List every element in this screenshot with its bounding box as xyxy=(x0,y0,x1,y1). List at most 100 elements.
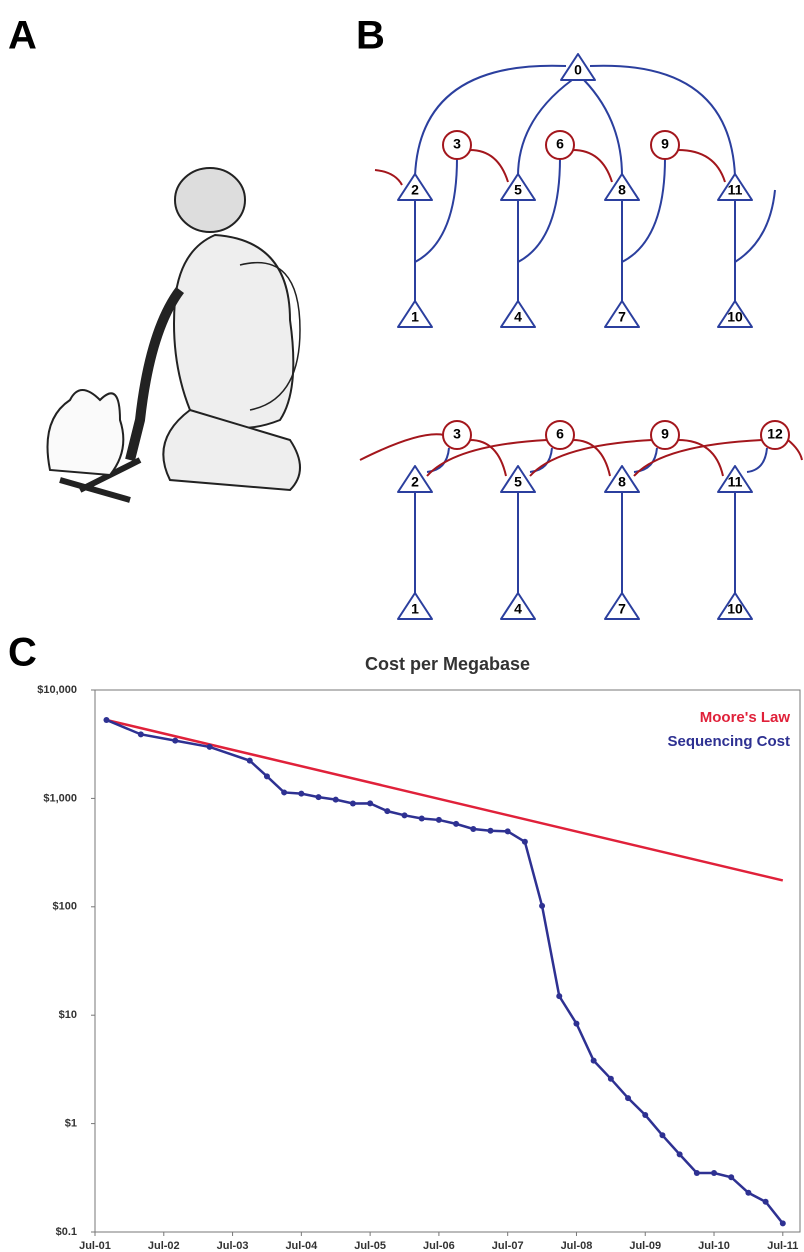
data-point xyxy=(505,828,511,834)
legend-entry: Sequencing Cost xyxy=(667,733,790,750)
panel-label: A xyxy=(8,14,37,58)
edge xyxy=(678,440,723,476)
x-tick-label: Jul-09 xyxy=(629,1240,661,1252)
x-tick-label: Jul-03 xyxy=(217,1240,249,1252)
y-tick-label: $100 xyxy=(53,901,77,913)
node-label: 5 xyxy=(514,182,522,198)
edge xyxy=(518,158,560,262)
data-point xyxy=(316,794,322,800)
node-label: 9 xyxy=(661,136,669,152)
edge xyxy=(518,80,572,176)
x-tick-label: Jul-04 xyxy=(285,1240,318,1252)
data-point xyxy=(711,1170,717,1176)
node-label: 10 xyxy=(727,309,743,325)
edge xyxy=(360,434,444,460)
data-point xyxy=(384,808,390,814)
chart-title: Cost per Megabase xyxy=(365,654,530,674)
edge xyxy=(747,448,767,472)
data-point xyxy=(694,1170,700,1176)
x-tick-label: Jul-08 xyxy=(561,1240,593,1252)
data-point xyxy=(333,797,339,803)
x-tick-label: Jul-02 xyxy=(148,1240,180,1252)
edge xyxy=(375,170,402,185)
data-point xyxy=(642,1112,648,1118)
node-label: 6 xyxy=(556,136,564,152)
plot-frame xyxy=(95,690,800,1232)
data-point xyxy=(402,812,408,818)
node-label: 6 xyxy=(556,426,564,442)
legend-entry: Moore's Law xyxy=(700,709,791,726)
panel-label: B xyxy=(356,14,385,58)
data-point xyxy=(522,839,528,845)
y-tick-label: $1 xyxy=(65,1118,77,1130)
data-point xyxy=(763,1199,769,1205)
node-label: 8 xyxy=(618,474,626,490)
edge xyxy=(634,448,657,472)
x-tick-label: Jul-01 xyxy=(79,1240,111,1252)
data-point xyxy=(172,738,178,744)
x-tick-label: Jul-10 xyxy=(698,1240,730,1252)
data-point xyxy=(138,731,144,737)
edge xyxy=(470,150,508,182)
data-point xyxy=(728,1174,734,1180)
data-point xyxy=(780,1220,786,1226)
y-tick-label: $10,000 xyxy=(37,684,77,696)
data-point xyxy=(625,1095,631,1101)
woodcut-figure xyxy=(48,168,301,500)
data-point xyxy=(247,758,253,764)
y-tick-label: $10 xyxy=(59,1009,77,1021)
node-label: 3 xyxy=(453,136,461,152)
edge xyxy=(573,150,612,182)
data-point xyxy=(573,1021,579,1027)
data-point xyxy=(608,1076,614,1082)
node-label: 1 xyxy=(411,601,419,617)
data-point xyxy=(591,1058,597,1064)
data-point xyxy=(103,717,109,723)
edge xyxy=(622,158,665,262)
y-tick-label: $0.1 xyxy=(56,1226,77,1238)
y-tick-label: $1,000 xyxy=(43,792,77,804)
data-point xyxy=(419,816,425,822)
data-point xyxy=(745,1190,751,1196)
x-tick-label: Jul-06 xyxy=(423,1240,455,1252)
edge xyxy=(584,80,622,176)
edge xyxy=(415,66,566,176)
x-tick-label: Jul-07 xyxy=(492,1240,524,1252)
data-point xyxy=(470,826,476,832)
series-line xyxy=(106,720,782,1223)
data-point xyxy=(298,791,304,797)
node-label: 7 xyxy=(618,601,626,617)
edge xyxy=(788,440,802,460)
edge xyxy=(415,158,457,262)
data-point xyxy=(367,800,373,806)
node-label: 3 xyxy=(453,426,461,442)
edge xyxy=(530,448,552,472)
x-tick-label: Jul-11 xyxy=(767,1240,798,1252)
node-label: 12 xyxy=(767,426,783,442)
data-point xyxy=(350,801,356,807)
node-label: 8 xyxy=(618,182,626,198)
node-label: 2 xyxy=(411,182,419,198)
data-point xyxy=(539,903,545,909)
data-point xyxy=(207,744,213,750)
node-label: 4 xyxy=(514,309,522,325)
data-point xyxy=(556,993,562,999)
node-label: 11 xyxy=(728,182,743,198)
node-label: 10 xyxy=(727,601,743,617)
node-label: 4 xyxy=(514,601,522,617)
data-point xyxy=(281,789,287,795)
edge xyxy=(634,440,762,476)
node-label: 2 xyxy=(411,474,419,490)
chart: Cost per Megabase $0.1 $1 $10 $100 $1,000 $10,… xyxy=(37,654,800,1252)
node-label: 5 xyxy=(514,474,522,490)
node-label: 0 xyxy=(574,62,582,78)
node-label: 1 xyxy=(411,309,419,325)
data-point xyxy=(264,773,270,779)
figure: A B C 02581136914710369122581114710 Cost… xyxy=(0,0,804,1252)
x-tick-label: Jul-05 xyxy=(354,1240,386,1252)
node-label: 9 xyxy=(661,426,669,442)
edge xyxy=(427,448,449,472)
data-point xyxy=(436,817,442,823)
data-point xyxy=(659,1132,665,1138)
